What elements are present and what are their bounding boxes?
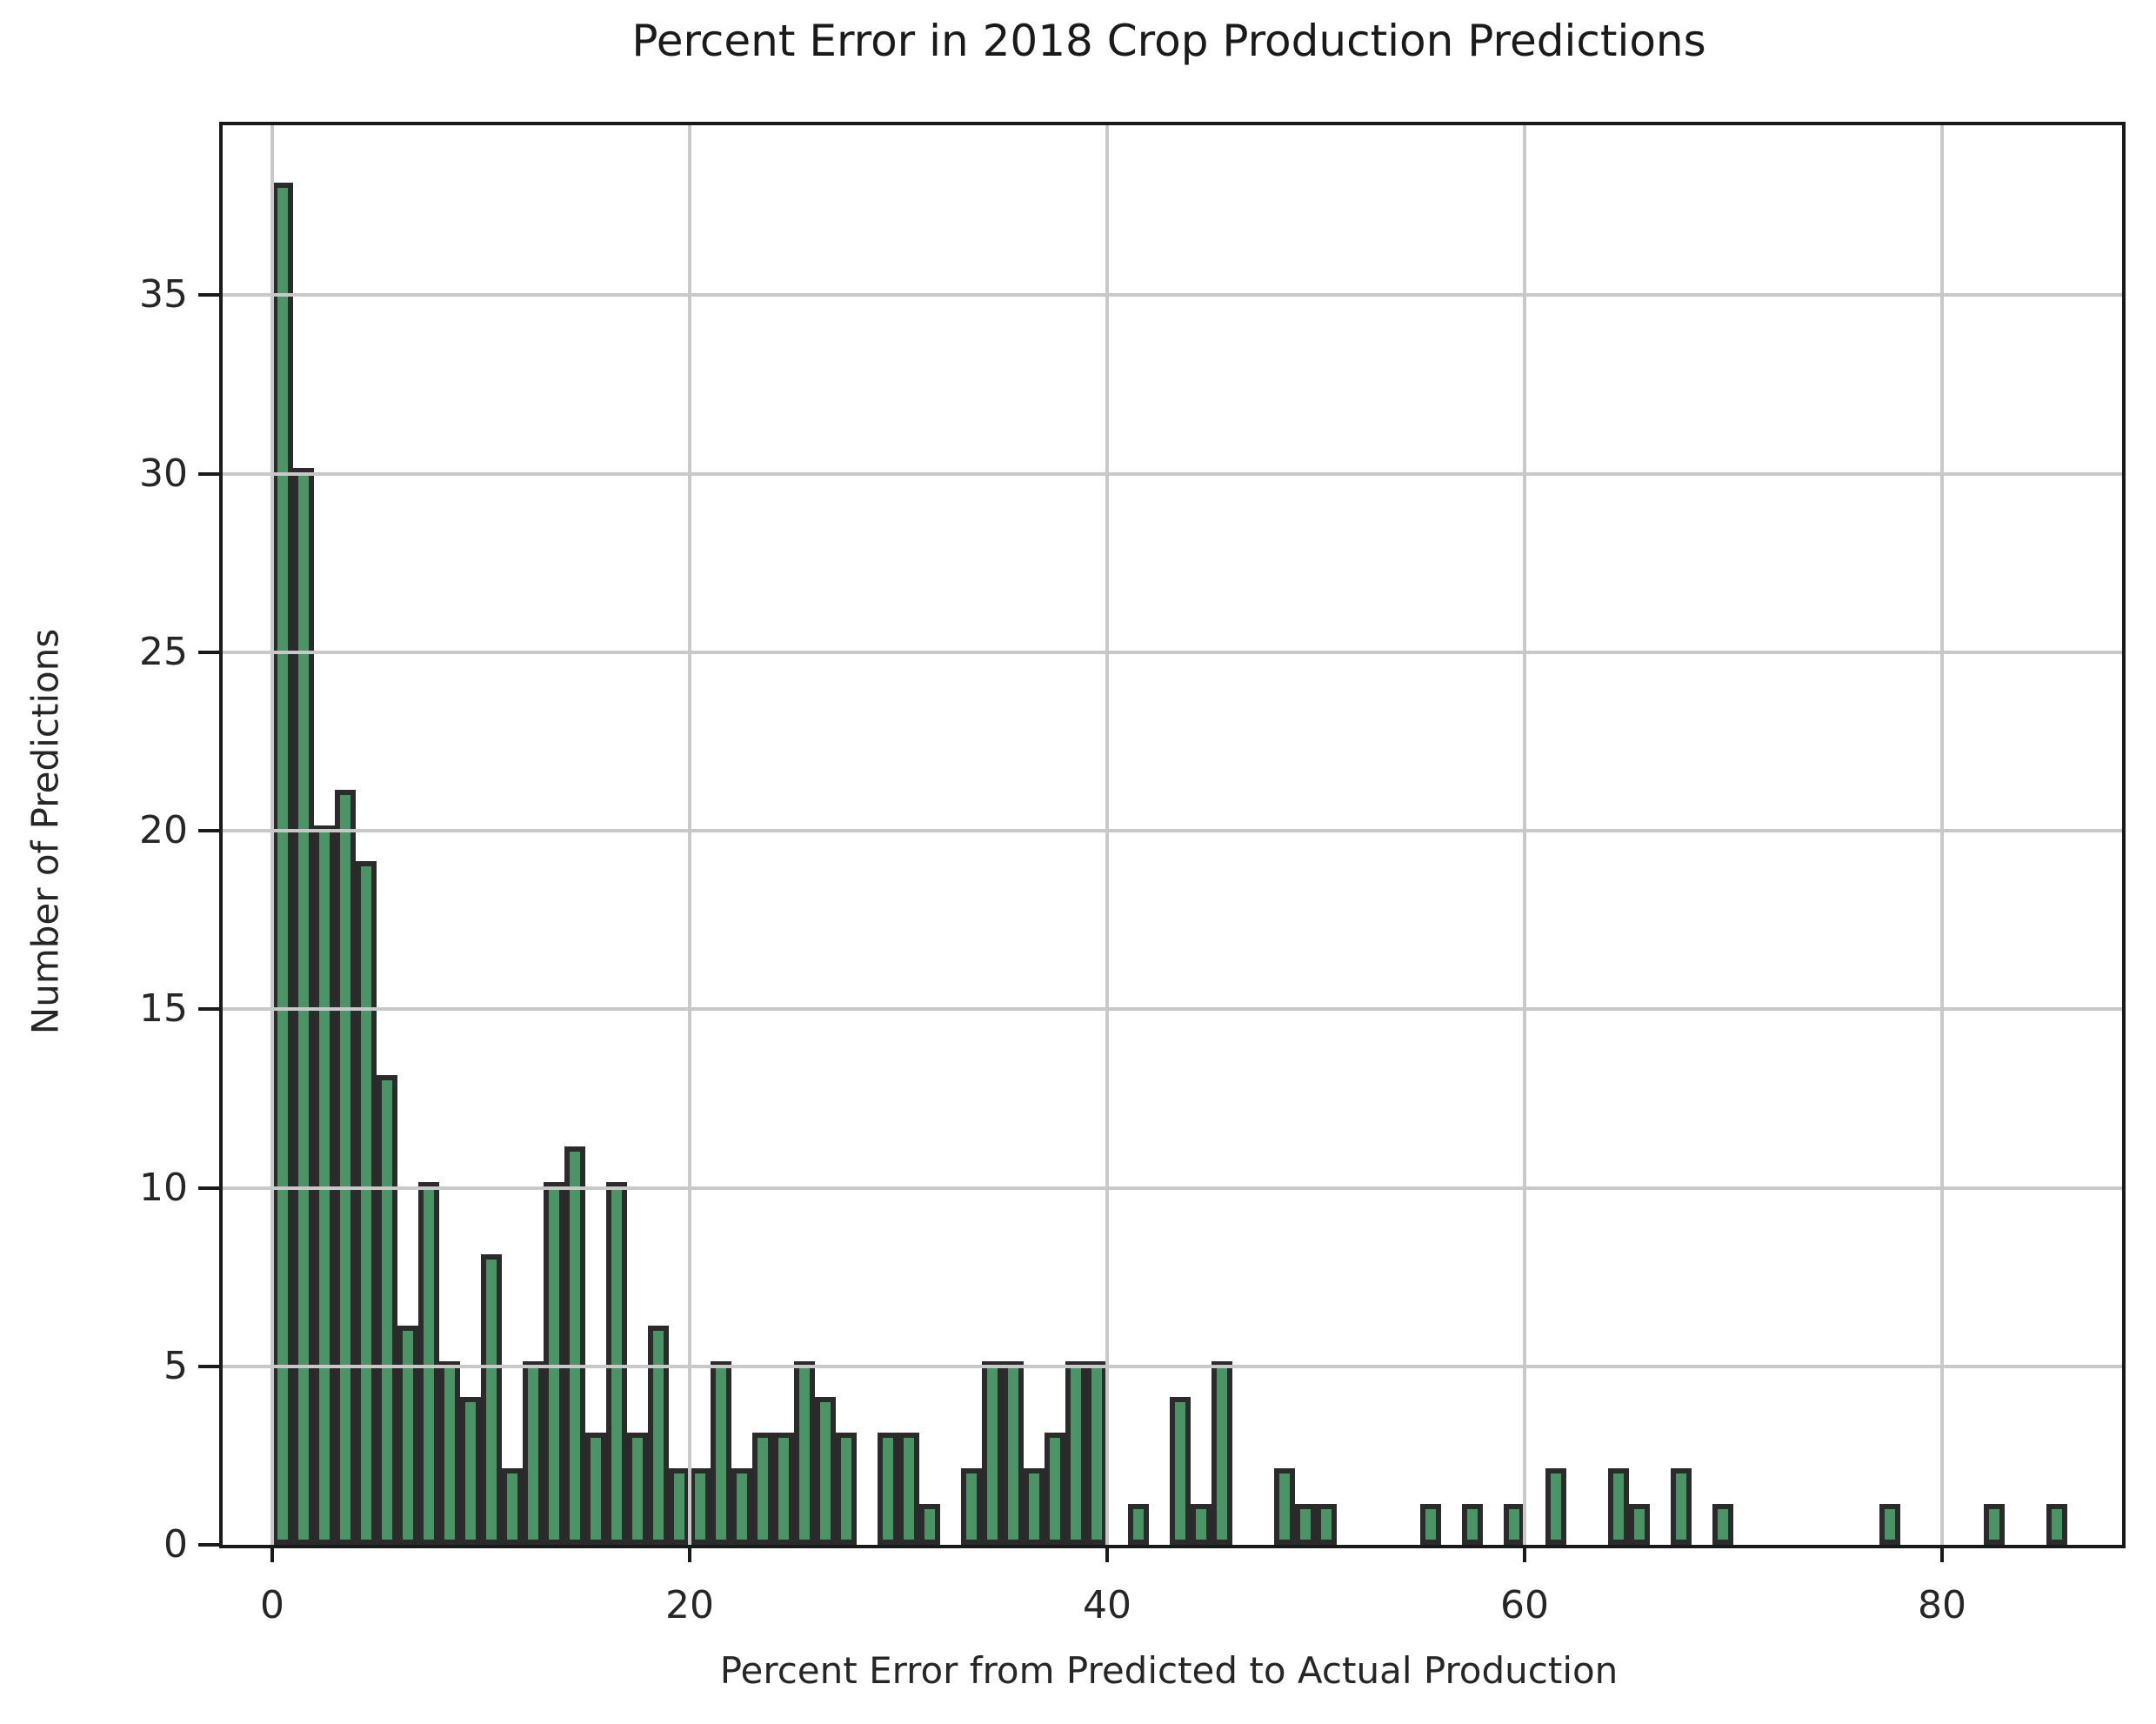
histogram-bar <box>1024 1468 1045 1545</box>
y-gridline <box>223 1365 2122 1368</box>
histogram-bar <box>1629 1504 1650 1545</box>
histogram-bar <box>878 1433 898 1545</box>
y-tick-label: 10 <box>139 1166 188 1210</box>
plot-area <box>219 122 2126 1548</box>
y-tick-mark <box>198 1186 219 1190</box>
histogram-bar <box>439 1361 460 1545</box>
histogram-bar <box>815 1397 836 1545</box>
histogram-bar <box>2046 1504 2067 1545</box>
y-gridline <box>223 293 2122 297</box>
histogram-bar <box>1045 1433 1065 1545</box>
x-gridline <box>270 125 274 1545</box>
histogram-bar <box>1128 1504 1149 1545</box>
x-axis-label: Percent Error from Predicted to Actual P… <box>719 1649 1619 1692</box>
y-tick-mark <box>198 829 219 832</box>
x-tick-mark <box>688 1545 691 1562</box>
histogram-bar <box>1211 1361 1232 1545</box>
histogram-bar <box>293 468 314 1545</box>
y-gridline <box>223 829 2122 832</box>
histogram-bar <box>627 1433 648 1545</box>
histogram-bar <box>1295 1504 1316 1545</box>
histogram-bar <box>1671 1468 1692 1545</box>
x-gridline <box>1523 125 1526 1545</box>
y-gridline <box>223 1186 2122 1190</box>
x-gridline <box>1940 125 1944 1545</box>
histogram-bar <box>314 825 335 1545</box>
x-gridline <box>688 125 691 1545</box>
histogram-bar <box>335 790 356 1545</box>
histogram-bar <box>982 1361 1003 1545</box>
y-axis-label: Number of Predictions <box>23 628 67 1035</box>
histogram-bar <box>418 1182 439 1545</box>
histogram-bar <box>585 1433 606 1545</box>
histogram-bar <box>1608 1468 1629 1545</box>
y-tick-label: 15 <box>139 986 188 1031</box>
x-tick-mark <box>270 1545 274 1562</box>
histogram-bar <box>919 1504 940 1545</box>
y-tick-mark <box>198 651 219 654</box>
histogram-bar <box>1984 1504 2005 1545</box>
histogram-bar <box>1712 1504 1733 1545</box>
histogram-bar <box>523 1361 544 1545</box>
y-tick-label: 35 <box>139 272 188 317</box>
histogram-bar <box>1170 1397 1191 1545</box>
y-tick-mark <box>198 472 219 476</box>
y-tick-label: 20 <box>139 808 188 852</box>
y-tick-label: 25 <box>139 630 188 674</box>
y-gridline <box>223 651 2122 654</box>
x-tick-mark <box>1105 1545 1109 1562</box>
chart-title: Percent Error in 2018 Crop Production Pr… <box>631 16 1706 66</box>
histogram-bar <box>752 1433 773 1545</box>
histogram-bar <box>711 1361 731 1545</box>
histogram-bar <box>690 1468 711 1545</box>
histogram-bar <box>460 1397 481 1545</box>
y-gridline <box>223 472 2122 476</box>
x-tick-label: 40 <box>1083 1583 1131 1627</box>
x-tick-label: 80 <box>1918 1583 1966 1627</box>
histogram-bar <box>669 1468 690 1545</box>
y-tick-mark <box>198 1365 219 1368</box>
histogram-bar <box>1462 1504 1483 1545</box>
x-tick-mark <box>1523 1545 1526 1562</box>
histogram-bar <box>356 861 377 1545</box>
histogram-bar <box>564 1146 585 1545</box>
histogram-bar <box>1545 1468 1566 1545</box>
histogram-bar <box>1316 1504 1337 1545</box>
x-tick-label: 0 <box>260 1583 284 1627</box>
histogram-bar <box>1420 1504 1441 1545</box>
x-tick-label: 20 <box>665 1583 714 1627</box>
histogram-bar <box>898 1433 919 1545</box>
y-tick-label: 5 <box>164 1344 188 1388</box>
histogram-bar <box>1274 1468 1295 1545</box>
histogram-bar <box>773 1433 794 1545</box>
histogram-bar <box>648 1326 669 1545</box>
histogram-bar <box>397 1326 418 1545</box>
histogram-bar <box>731 1468 752 1545</box>
histogram-bar <box>961 1468 982 1545</box>
histogram-bar <box>502 1468 523 1545</box>
histogram-bar <box>1191 1504 1211 1545</box>
histogram-bar <box>544 1182 564 1545</box>
histogram-bar <box>272 183 293 1545</box>
histogram-bar <box>377 1075 397 1545</box>
histogram-bar <box>836 1433 857 1545</box>
histogram-bar <box>1086 1361 1107 1545</box>
y-tick-mark <box>198 293 219 297</box>
histogram-bar <box>1065 1361 1086 1545</box>
histogram-bar <box>1879 1504 1900 1545</box>
y-tick-mark <box>198 1007 219 1011</box>
histogram-bar <box>481 1254 502 1545</box>
y-tick-label: 0 <box>164 1522 188 1567</box>
y-gridline <box>223 1007 2122 1011</box>
histogram-bar <box>1003 1361 1024 1545</box>
y-tick-label: 30 <box>139 451 188 496</box>
x-gridline <box>1105 125 1109 1545</box>
x-tick-label: 60 <box>1500 1583 1549 1627</box>
histogram-bar <box>606 1182 627 1545</box>
y-tick-mark <box>198 1543 219 1547</box>
histogram-bar <box>1504 1504 1525 1545</box>
histogram-bar <box>794 1361 815 1545</box>
x-tick-mark <box>1940 1545 1944 1562</box>
